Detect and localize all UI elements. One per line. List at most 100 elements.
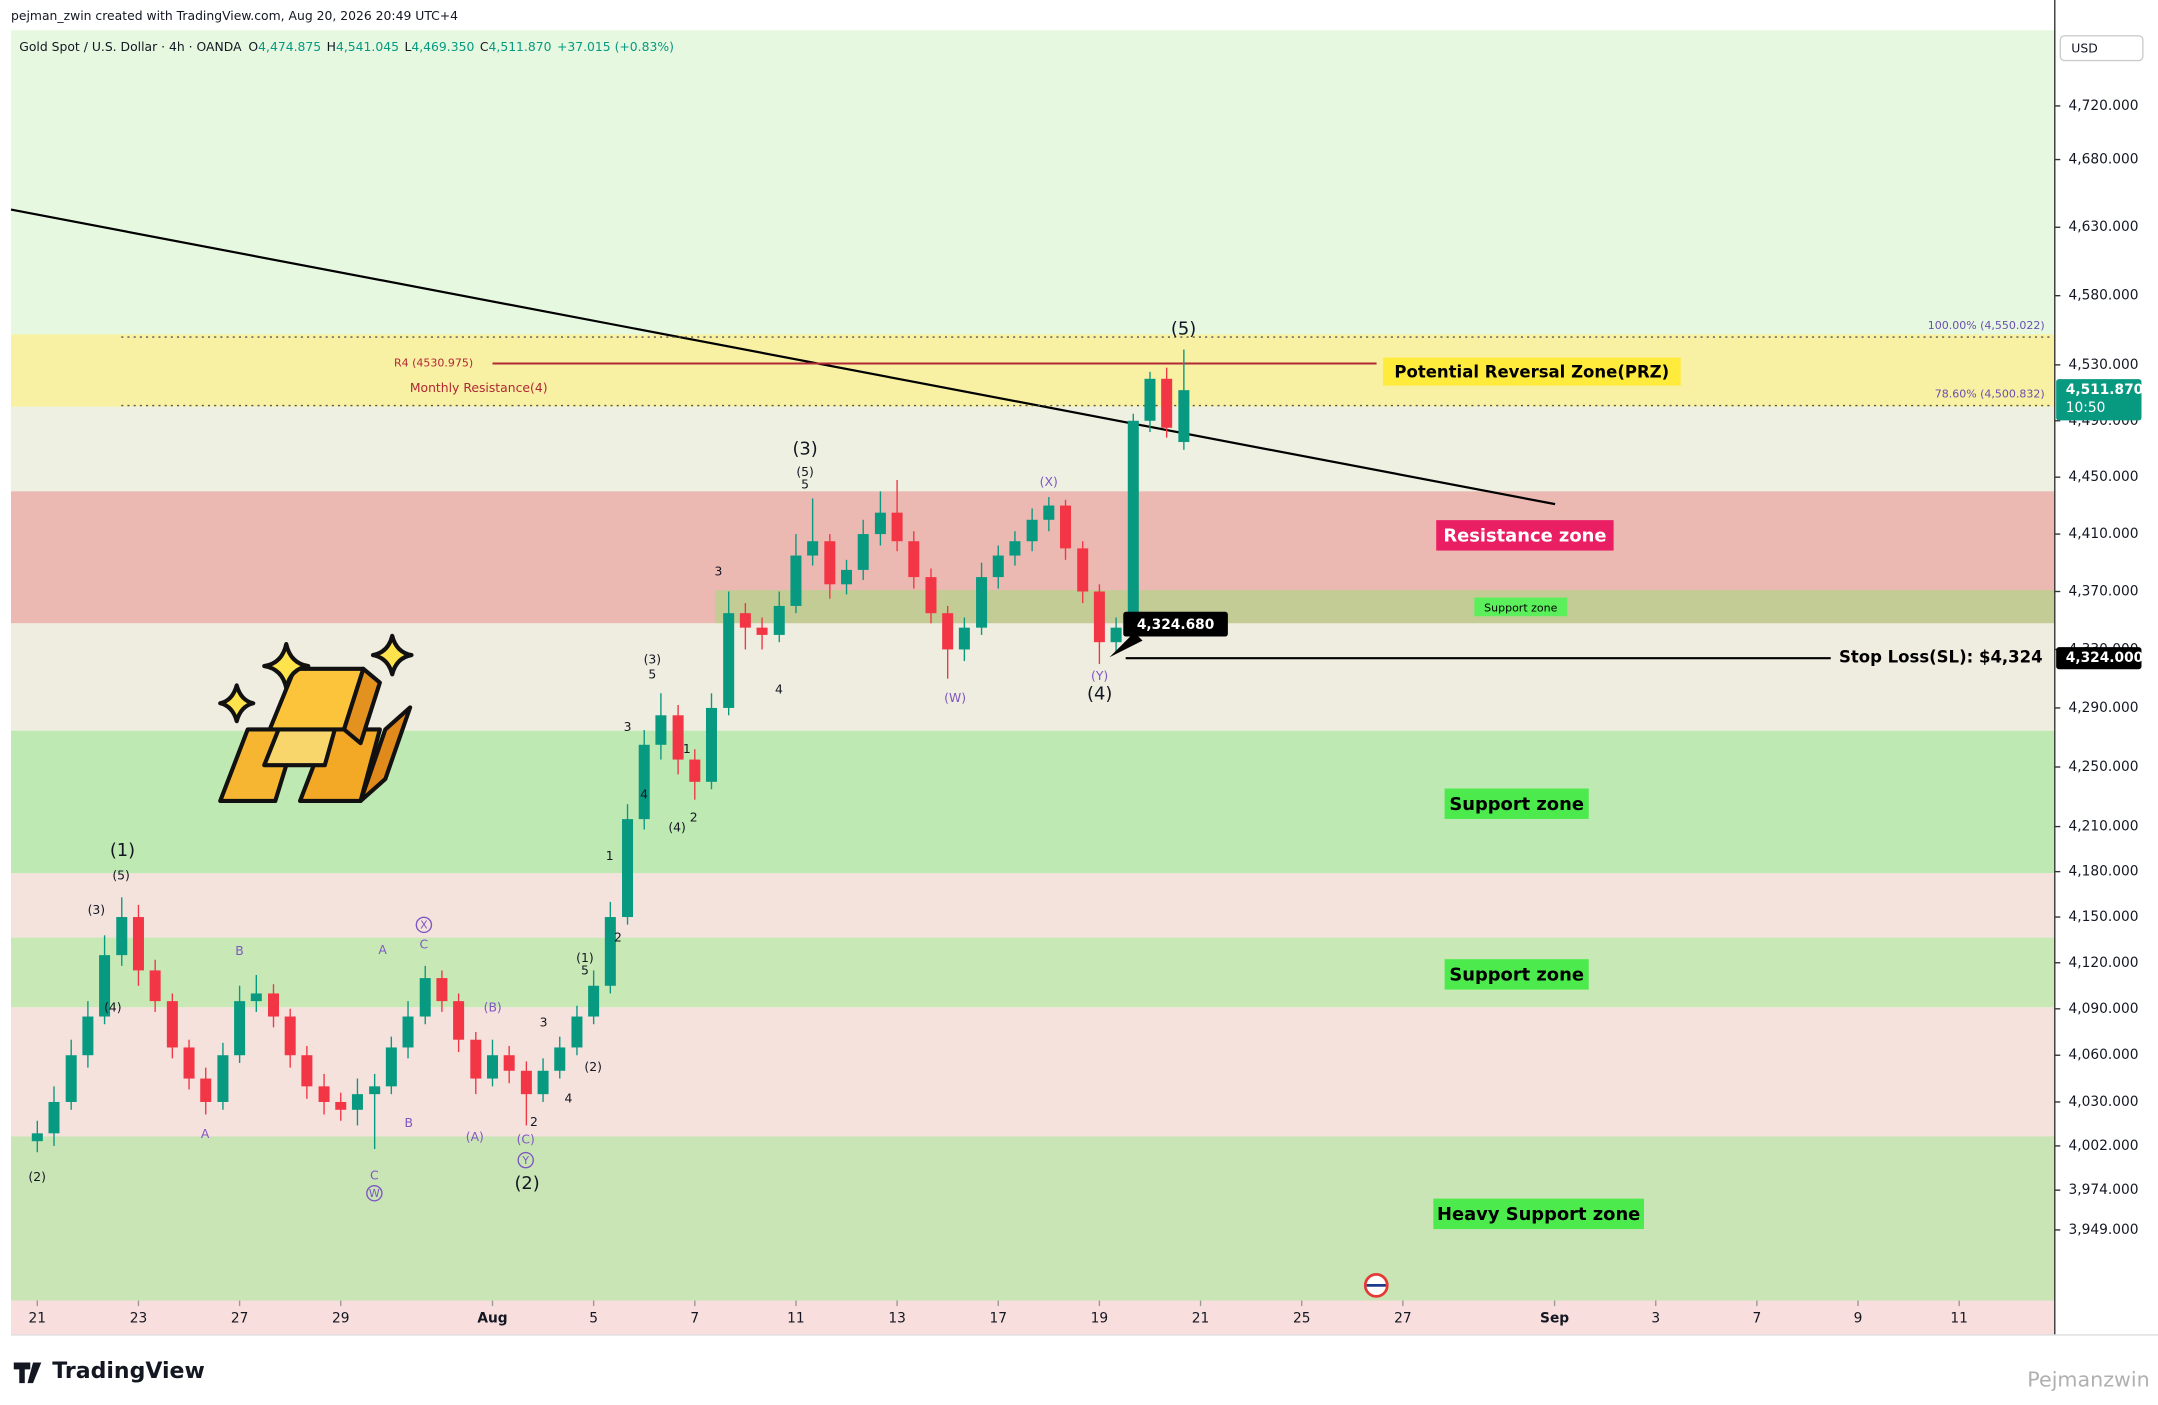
- wave-label: (5): [796, 465, 814, 479]
- candle-body: [1077, 548, 1089, 592]
- candle-body: [958, 627, 970, 650]
- y-tick-label: 4,530.000: [2069, 357, 2139, 373]
- candle-body: [1110, 627, 1122, 643]
- x-tick-label: 19: [1091, 1310, 1109, 1326]
- wave-label: 4: [775, 683, 783, 697]
- candle-body: [992, 555, 1004, 578]
- wave-label: (4): [1087, 683, 1112, 704]
- candle-body: [622, 819, 634, 918]
- wave-label: (5): [1171, 319, 1196, 340]
- wave-label: 2: [614, 930, 622, 944]
- candle-body: [419, 978, 431, 1017]
- y-tick-label: 4,180.000: [2069, 864, 2139, 880]
- candle-body: [537, 1070, 549, 1095]
- candle-body: [672, 715, 684, 760]
- axes: 4,720.000 4,680.000 4,630.000 4,580.000 4,53…: [29, 98, 2144, 1327]
- wave-label: (5): [112, 868, 130, 882]
- price-tag-label: 4,324.000: [2066, 650, 2143, 666]
- wave-label: 3: [540, 1016, 548, 1030]
- candle-body: [453, 1001, 465, 1040]
- y-tick-label: 4,370.000: [2069, 583, 2139, 599]
- x-tick-label: 11: [787, 1310, 805, 1326]
- wave-label: 5: [648, 668, 656, 682]
- candle-body: [318, 1086, 330, 1102]
- y-tick-label: 4,150.000: [2069, 909, 2139, 925]
- candle-body: [942, 613, 954, 650]
- x-tick-label: 29: [332, 1310, 350, 1326]
- candle-body: [369, 1086, 381, 1095]
- change: +37.015 (+0.83%): [557, 39, 674, 53]
- wave-label: (C): [517, 1133, 535, 1147]
- candle-body: [436, 978, 448, 1002]
- wave-label: 2: [530, 1115, 538, 1129]
- wave-label: (4): [668, 820, 686, 834]
- wave-label: (W): [944, 691, 966, 705]
- y-tick-label: 4,090.000: [2069, 1001, 2139, 1017]
- zone-label-box: [1444, 788, 1589, 819]
- wave-label: 3: [624, 720, 632, 734]
- zone: [11, 873, 2055, 938]
- wave-label: (B): [484, 1001, 502, 1015]
- candle-body: [857, 534, 869, 570]
- wave-label: (2): [514, 1173, 539, 1194]
- zone: [11, 1136, 2055, 1301]
- x-tick-label: Sep: [1540, 1310, 1569, 1326]
- zone: [11, 334, 2055, 407]
- zone-label: Heavy Support zone: [1437, 1204, 1640, 1225]
- zone-label: Resistance zone: [1443, 526, 1606, 547]
- wave-label: C: [370, 1168, 379, 1182]
- candle-body: [790, 555, 802, 606]
- wave-label: (3): [792, 438, 817, 459]
- currency-box: [2059, 35, 2144, 62]
- x-tick-label: 9: [1854, 1310, 1863, 1326]
- gold-icon: [218, 633, 414, 804]
- symbol: Gold Spot / U.S. Dollar · 4h · OANDA: [19, 39, 242, 53]
- candle-body: [1009, 541, 1021, 556]
- candle-body: [116, 917, 128, 956]
- trendline: [10, 208, 1556, 506]
- candle-body: [351, 1094, 363, 1110]
- zone: [11, 937, 2055, 1008]
- ohlc-value: 4,469.350: [411, 39, 474, 53]
- wave-label: (1): [576, 951, 594, 965]
- gold-bar-side: [342, 666, 382, 746]
- x-tick-label: 21: [1192, 1310, 1210, 1326]
- zone-label-box: [1444, 959, 1589, 990]
- wave-label: B: [405, 1116, 414, 1130]
- currency: USD: [2071, 41, 2097, 55]
- lines: R4 (4530.975) Monthly Resistance(4) 100.00…: [10, 208, 2051, 667]
- candle-body: [588, 985, 600, 1017]
- wave-label: X: [420, 919, 428, 932]
- callout-box: [1123, 611, 1228, 637]
- y-tick-label: 4,410.000: [2069, 526, 2139, 542]
- candle-body: [48, 1101, 60, 1134]
- y-tick-label: 4,002.000: [2069, 1138, 2139, 1154]
- candle-body: [841, 569, 853, 585]
- level-note: Monthly Resistance(4): [410, 381, 548, 395]
- wave-label: (Y): [1091, 669, 1108, 683]
- candle-body: [217, 1055, 229, 1102]
- y-tick-label: 3,974.000: [2069, 1182, 2139, 1198]
- candle-body: [234, 1001, 246, 1056]
- candle-body: [65, 1055, 77, 1102]
- candle-body: [183, 1047, 195, 1079]
- gold-bar-side: [358, 705, 413, 804]
- candle-body: [82, 1016, 94, 1056]
- y-tick-label: 4,030.000: [2069, 1094, 2139, 1110]
- candle-body: [166, 1001, 178, 1048]
- x-tick-label: 27: [231, 1310, 249, 1326]
- wave-label: (X): [1040, 475, 1058, 489]
- level-label: R4 (4530.975): [394, 357, 473, 370]
- candle-body: [250, 993, 262, 1002]
- wave-label: A: [201, 1127, 210, 1141]
- callout-pointer: [1109, 632, 1143, 658]
- candle-body: [705, 707, 717, 782]
- x-tick-label: 7: [1753, 1310, 1762, 1326]
- wave-circle: [517, 1151, 534, 1169]
- y-tick-label: 4,680.000: [2069, 152, 2139, 168]
- candle-body: [756, 627, 768, 635]
- candle-body: [773, 605, 785, 635]
- wave-label: W: [369, 1187, 380, 1200]
- y-tick-label: 4,720.000: [2069, 98, 2139, 114]
